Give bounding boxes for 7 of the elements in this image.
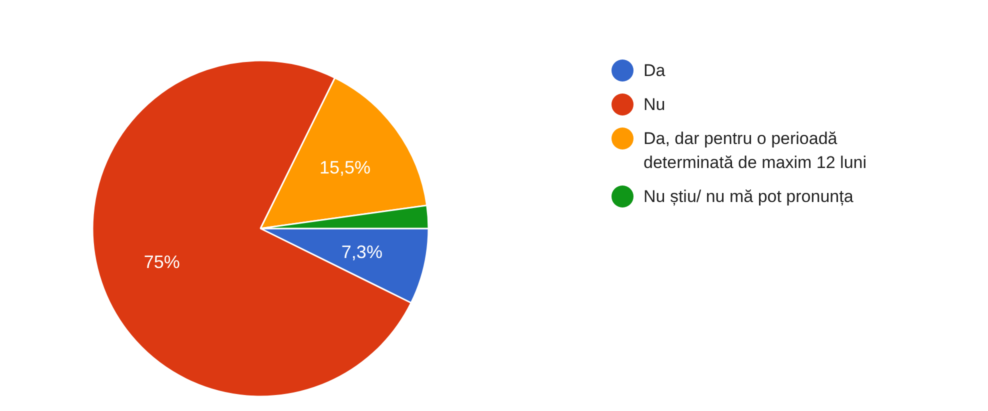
data-label: 7,3% [341, 242, 382, 262]
legend-label: Da [644, 61, 666, 80]
data-label: 15,5% [319, 158, 370, 178]
legend-label: Da, dar pentru o perioadă determinată de maxim 12 luni [644, 129, 867, 172]
legend-label: Nu [644, 95, 666, 114]
data-label: 75% [144, 252, 180, 272]
legend-label: Nu știu/ nu mă pot pronunța [644, 187, 854, 206]
